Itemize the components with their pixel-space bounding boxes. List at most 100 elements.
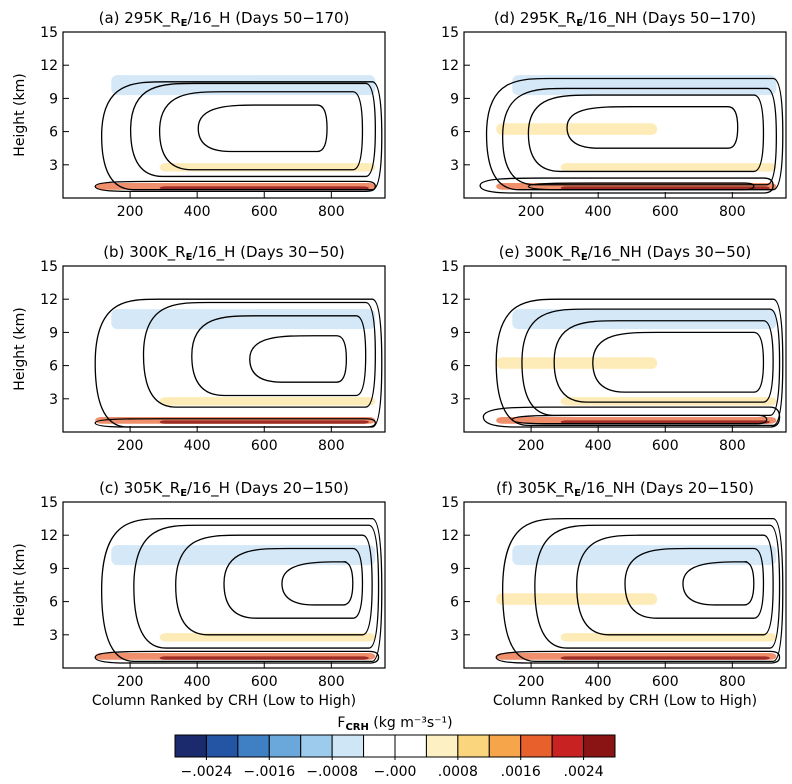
shading	[111, 309, 376, 330]
contour	[249, 335, 348, 383]
colorbar-tick-label: −.000	[374, 764, 417, 780]
colorbar-box	[237, 734, 270, 758]
shading	[496, 123, 658, 135]
contour	[511, 414, 768, 425]
y-tick-label: 15	[40, 259, 58, 275]
colorbar-box	[174, 734, 207, 758]
colorbar-box	[205, 734, 239, 758]
y-axis-label: Height (km)	[12, 73, 28, 156]
y-tick-label: 9	[49, 325, 58, 341]
y-tick-label: 9	[450, 325, 459, 341]
y-tick-label: 9	[450, 561, 459, 577]
shading	[159, 397, 376, 406]
y-tick-label: 6	[49, 595, 58, 611]
panel-title: (a) 295K_RE/16_H (Days 50−170)	[99, 9, 350, 29]
title-part: (e) 300K_R	[499, 243, 581, 262]
shading	[560, 397, 777, 406]
y-tick-label: 3	[450, 158, 459, 174]
y-tick-label: 9	[49, 561, 58, 577]
contour	[624, 547, 765, 619]
contour	[94, 650, 380, 664]
shading	[560, 420, 770, 424]
shading	[560, 186, 770, 190]
title-part: (f) 305K_R	[496, 479, 574, 498]
shading	[111, 75, 376, 96]
x-axis-label: Column Ranked by CRH (Low to High)	[493, 693, 757, 709]
y-axis-label: Height (km)	[12, 543, 28, 626]
contour	[94, 418, 376, 428]
colorbar-box	[457, 734, 490, 758]
plot-frame	[62, 265, 386, 433]
y-tick-label: 15	[40, 495, 58, 511]
colorbar-box	[363, 734, 396, 758]
panel: 200 400 600 800 3 6 9 12 15 (b) 300K_RE/16_H (Day…	[12, 243, 386, 454]
panel: 200 400 600 800 3 6 9 12 15 (f) 305K_RE/16_NH (Da…	[441, 479, 787, 709]
x-axis-label: Column Ranked by CRH (Low to High)	[92, 693, 356, 709]
panel-title: (d) 295K_RE/16_NH (Days 50−170)	[494, 9, 756, 29]
shading	[496, 593, 658, 605]
shading	[560, 163, 777, 172]
x-tick-label: 400	[585, 438, 612, 454]
title-part: E	[581, 252, 588, 263]
title-part: /16_NH (Days 30−50)	[588, 243, 752, 262]
contour	[94, 298, 383, 428]
x-tick-label: 800	[318, 204, 345, 220]
x-tick-label: 200	[117, 438, 144, 454]
contour	[566, 106, 739, 149]
contour	[501, 517, 784, 663]
y-tick-label: 6	[450, 125, 459, 141]
colorbar-tick-label: −.0008	[306, 764, 358, 780]
panel-title: (b) 300K_RE/16_H (Days 30−50)	[103, 243, 345, 263]
contour	[592, 331, 765, 393]
x-tick-label: 400	[184, 674, 211, 690]
y-tick-label: 12	[40, 58, 58, 74]
title-part: /16_NH (Days 50−170)	[583, 9, 756, 28]
contour	[485, 77, 784, 191]
x-tick-label: 200	[117, 204, 144, 220]
panel: 200 400 600 800 3 6 9 12 15 (e) 300K_RE/16_NH (Da…	[441, 243, 787, 454]
y-tick-label: 6	[49, 359, 58, 375]
x-tick-label: 600	[251, 438, 278, 454]
panel-title: (c) 305K_RE/16_H (Days 20−150)	[99, 479, 349, 499]
colorbar-box	[488, 734, 522, 758]
shading	[496, 357, 658, 369]
x-tick-label: 200	[117, 674, 144, 690]
panel-title: (e) 300K_RE/16_NH (Days 30−50)	[499, 243, 752, 263]
contour	[191, 315, 367, 397]
colorbar-box	[268, 734, 302, 758]
title-part: /16_H (Days 20−150)	[187, 479, 349, 498]
y-axis-label: Height (km)	[12, 307, 28, 390]
contour	[175, 534, 373, 636]
shading	[159, 656, 369, 660]
contour	[158, 91, 364, 171]
x-tick-label: 400	[184, 204, 211, 220]
contour	[527, 182, 755, 191]
contour	[100, 81, 383, 191]
x-tick-label: 800	[318, 438, 345, 454]
x-tick-label: 600	[652, 438, 679, 454]
colorbar-box	[394, 734, 427, 758]
y-tick-label: 3	[49, 628, 58, 644]
colorbar-box	[520, 734, 553, 758]
y-tick-label: 3	[450, 392, 459, 408]
y-tick-label: 15	[441, 495, 459, 511]
y-tick-label: 12	[441, 58, 459, 74]
x-tick-label: 600	[251, 204, 278, 220]
contour	[482, 406, 781, 428]
title-part: (d) 295K_R	[494, 9, 576, 28]
contour	[197, 104, 328, 153]
colorbar-tick-label: −.0016	[243, 764, 295, 780]
contour	[281, 561, 354, 606]
y-tick-label: 6	[450, 595, 459, 611]
title-part: (a) 295K_R	[99, 9, 181, 28]
x-tick-label: 400	[184, 438, 211, 454]
contour	[527, 94, 765, 173]
colorbar-box	[551, 734, 585, 758]
x-tick-label: 600	[652, 674, 679, 690]
y-tick-label: 12	[441, 292, 459, 308]
x-tick-label: 400	[585, 674, 612, 690]
contour	[142, 301, 376, 408]
contour	[133, 524, 380, 649]
colorbar-tick-label: .0024	[564, 764, 604, 780]
